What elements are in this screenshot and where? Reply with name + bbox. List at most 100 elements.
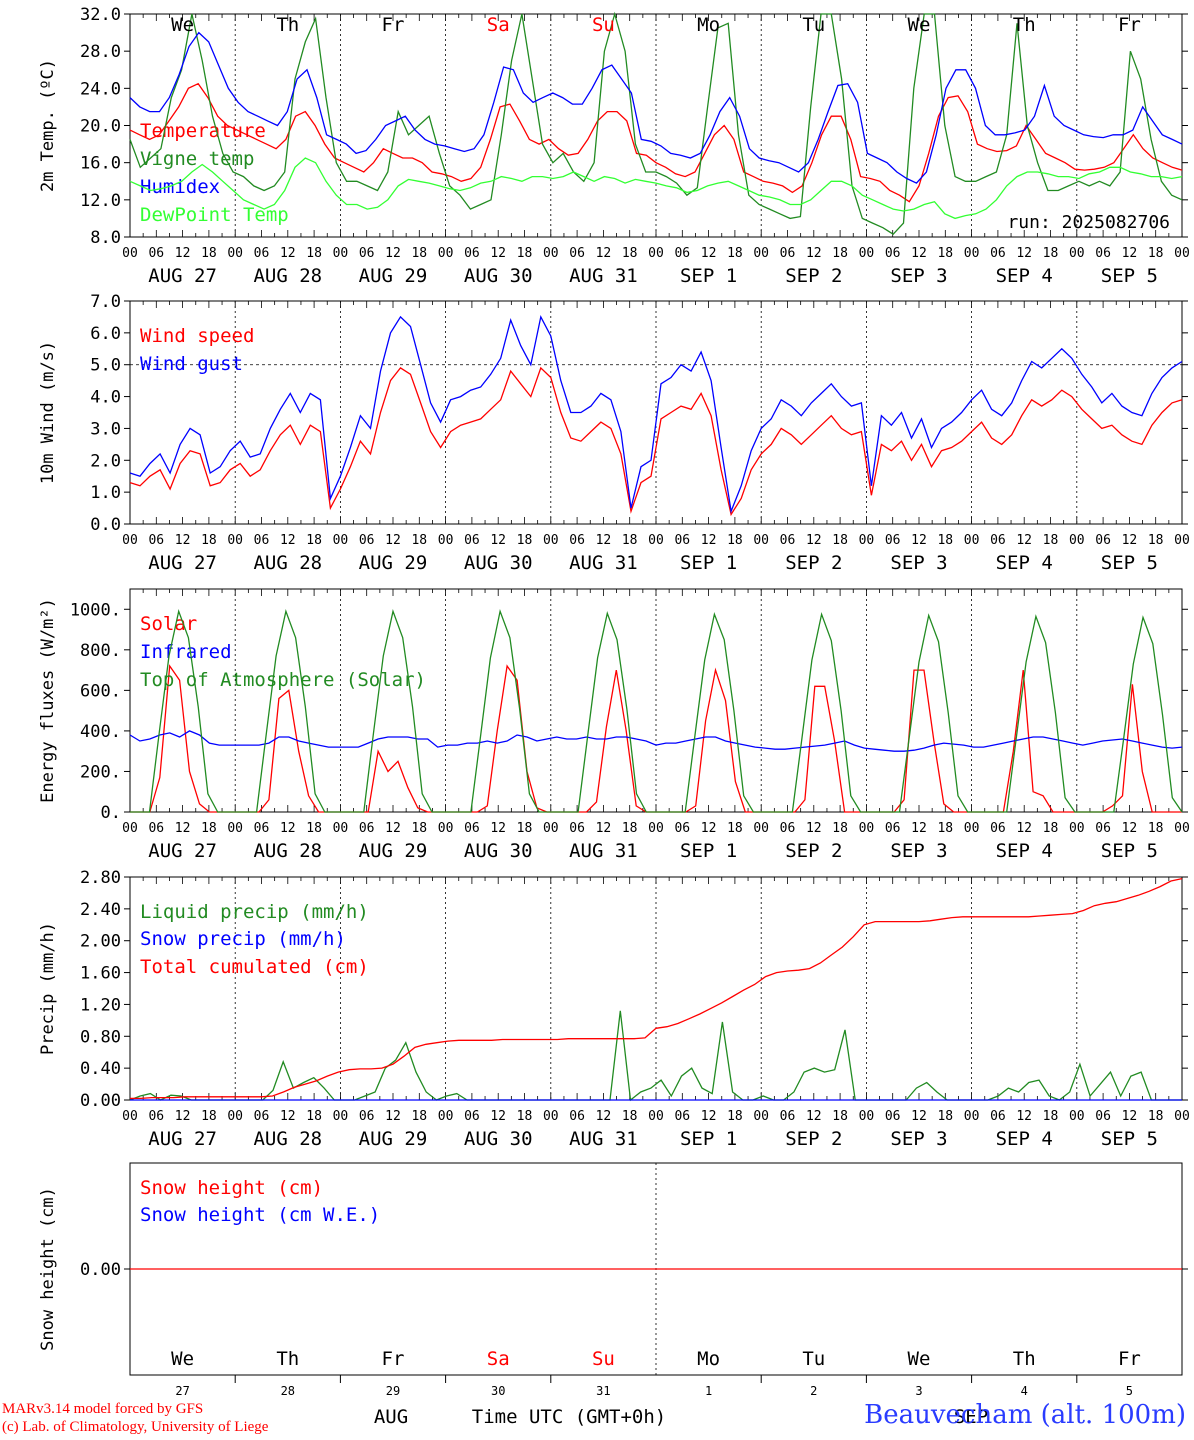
- y-tick-label: 0.: [101, 803, 121, 823]
- y-tick-label: 20.0: [80, 117, 121, 137]
- hour-tick-label: 12: [701, 821, 717, 836]
- bottom-day-label: 4: [1021, 1384, 1028, 1398]
- hour-tick-label: 12: [1016, 533, 1032, 548]
- date-label: AUG 28: [253, 552, 322, 574]
- hour-tick-label: 12: [490, 1109, 506, 1124]
- hour-tick-label: 18: [622, 246, 638, 261]
- legend-entry: Humidex: [140, 176, 220, 198]
- hour-tick-label: 06: [359, 1109, 375, 1124]
- y-tick-label: 1.20: [80, 995, 121, 1015]
- hour-tick-label: 06: [148, 821, 164, 836]
- y-tick-label: 600.: [80, 681, 121, 701]
- date-label: AUG 30: [464, 552, 533, 574]
- date-label: AUG 27: [148, 1128, 217, 1150]
- y-tick-label: 0.40: [80, 1059, 121, 1079]
- bottom-weekday-label: Mo: [697, 1348, 720, 1370]
- hour-tick-label: 12: [175, 533, 191, 548]
- hour-tick-label: 00: [648, 246, 664, 261]
- date-label: SEP 2: [785, 1128, 842, 1150]
- hour-tick-label: 12: [596, 821, 612, 836]
- hour-tick-label: 06: [254, 246, 270, 261]
- hour-tick-label: 12: [1122, 533, 1138, 548]
- date-label: SEP 4: [996, 265, 1053, 287]
- y-axis-label: 2m Temp. (ºC): [38, 59, 58, 192]
- hour-tick-label: 00: [1069, 821, 1085, 836]
- hour-tick-label: 06: [780, 1109, 796, 1124]
- hour-tick-label: 00: [859, 246, 875, 261]
- y-axis-label: Energy fluxes (W/m²): [38, 598, 58, 803]
- bottom-day-label: 1: [705, 1384, 712, 1398]
- hour-tick-label: 06: [464, 533, 480, 548]
- hour-tick-label: 06: [1095, 1109, 1111, 1124]
- date-label: SEP 5: [1101, 1128, 1158, 1150]
- hour-tick-label: 18: [622, 533, 638, 548]
- legend-entry: Wind speed: [140, 325, 254, 347]
- date-label: SEP 4: [996, 552, 1053, 574]
- hour-tick-label: 06: [148, 1109, 164, 1124]
- month-label: SEP: [954, 1406, 988, 1428]
- y-axis-label: 10m Wind (m/s): [38, 341, 58, 484]
- hour-tick-label: 18: [306, 246, 322, 261]
- hour-tick-label: 06: [569, 821, 585, 836]
- date-label: SEP 4: [996, 840, 1053, 862]
- hour-tick-label: 00: [1174, 246, 1190, 261]
- y-tick-label: 24.0: [80, 79, 121, 99]
- hour-tick-label: 06: [990, 533, 1006, 548]
- hour-tick-label: 00: [227, 246, 243, 261]
- hour-tick-label: 12: [385, 1109, 401, 1124]
- legend-entry: Wind gust: [140, 353, 243, 375]
- y-tick-label: 200.: [80, 762, 121, 782]
- hour-tick-label: 18: [201, 246, 217, 261]
- hour-tick-label: 12: [806, 821, 822, 836]
- hour-tick-label: 06: [990, 1109, 1006, 1124]
- bottom-weekday-label: Tu: [802, 1348, 825, 1370]
- hour-tick-label: 00: [859, 1109, 875, 1124]
- hour-tick-label: 00: [753, 821, 769, 836]
- date-label: AUG 29: [359, 265, 428, 287]
- hour-tick-label: 06: [148, 533, 164, 548]
- bottom-weekday-label: Su: [592, 1348, 615, 1370]
- hour-tick-label: 00: [122, 533, 138, 548]
- series-line-top-of-atmosphere-solar-: [130, 608, 1183, 813]
- y-tick-label: 3.0: [90, 419, 121, 439]
- date-label: AUG 30: [464, 1128, 533, 1150]
- hour-tick-label: 12: [1122, 246, 1138, 261]
- hour-tick-label: 18: [727, 1109, 743, 1124]
- date-label: SEP 2: [785, 552, 842, 574]
- hour-tick-label: 00: [1069, 1109, 1085, 1124]
- legend-entry: Snow precip (mm/h): [140, 928, 346, 950]
- hour-tick-label: 00: [333, 533, 349, 548]
- hour-tick-label: 00: [753, 1109, 769, 1124]
- hour-tick-label: 12: [490, 533, 506, 548]
- y-tick-label: 1.0: [90, 483, 121, 503]
- hour-tick-label: 06: [148, 246, 164, 261]
- legend-entry: Top of Atmosphere (Solar): [140, 669, 426, 691]
- hour-tick-label: 00: [543, 246, 559, 261]
- legend-entry: Liquid precip (mm/h): [140, 901, 369, 923]
- hour-tick-label: 06: [674, 246, 690, 261]
- series-line-dewpoint-temp: [129, 157, 1183, 220]
- hour-tick-label: 06: [885, 821, 901, 836]
- hour-tick-label: 12: [596, 533, 612, 548]
- hour-tick-label: 06: [569, 246, 585, 261]
- y-tick-label: 1.60: [80, 964, 121, 984]
- hour-tick-label: 18: [411, 1109, 427, 1124]
- hour-tick-label: 18: [727, 533, 743, 548]
- date-label: AUG 27: [148, 552, 217, 574]
- run-annotation: run: 2025082706: [1007, 212, 1170, 233]
- y-tick-label: 28.0: [80, 42, 121, 62]
- panel-4: 0.00 0.40 0.80 1.20 1.60 2.00 2.40 2.80 Precip (…: [38, 868, 1190, 1150]
- date-label: AUG 31: [569, 265, 638, 287]
- hour-tick-label: 18: [517, 1109, 533, 1124]
- y-tick-label: 400.: [80, 722, 121, 742]
- date-label: AUG 29: [359, 552, 428, 574]
- hour-tick-label: 06: [569, 533, 585, 548]
- hour-tick-label: 06: [254, 1109, 270, 1124]
- hour-tick-label: 00: [1174, 533, 1190, 548]
- series-line-humidex: [129, 31, 1183, 184]
- y-tick-label: 2.0: [90, 451, 121, 471]
- y-tick-label: 7.0: [90, 292, 121, 312]
- bottom-day-label: 27: [175, 1384, 189, 1398]
- hour-tick-label: 00: [438, 246, 454, 261]
- hour-tick-label: 06: [674, 1109, 690, 1124]
